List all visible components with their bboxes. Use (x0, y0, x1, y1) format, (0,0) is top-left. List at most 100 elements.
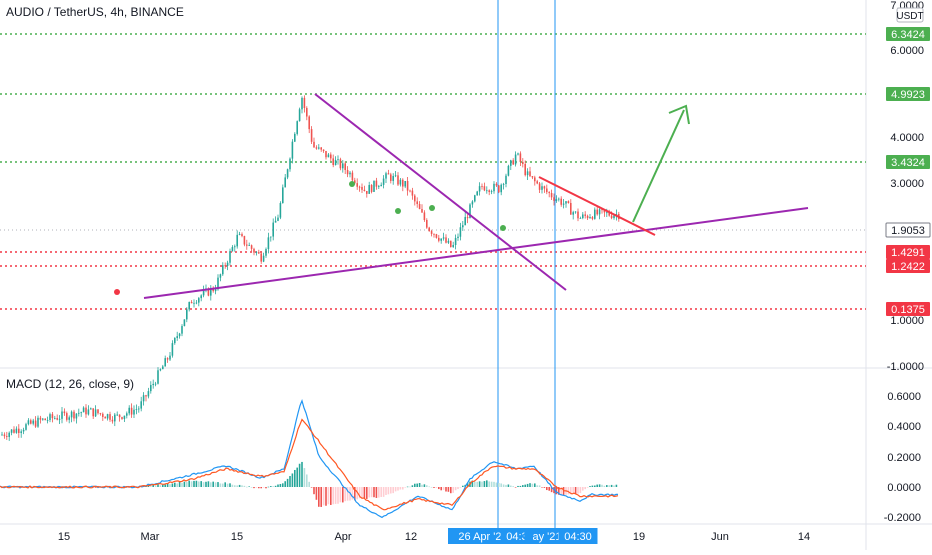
candle-body (325, 150, 327, 158)
candle-body (435, 234, 438, 238)
candle-body (332, 158, 334, 166)
candle-body (73, 411, 75, 419)
candle-body (277, 217, 279, 221)
candle-body (219, 274, 222, 278)
candle-body (313, 141, 315, 148)
candle-body (358, 186, 361, 188)
candle-body (363, 189, 366, 191)
candle-body (404, 181, 406, 187)
level-badge (886, 27, 930, 41)
currency-badge[interactable]: USDT (896, 7, 924, 23)
candle-body (80, 412, 82, 414)
candle-body (188, 302, 190, 310)
signal-line (0, 418, 619, 511)
histogram-bar (284, 481, 286, 487)
candle-body (589, 217, 591, 219)
histogram-bar (519, 485, 522, 487)
candle-body (44, 418, 46, 421)
candle-body (356, 183, 358, 187)
candle-body (30, 420, 32, 424)
candle-body (147, 391, 150, 397)
candle-body (514, 154, 517, 165)
x-tick-label: Apr (334, 531, 351, 543)
candle-body (548, 192, 550, 194)
candle-body (320, 147, 322, 150)
histogram-bar (582, 487, 584, 491)
candle-body (25, 424, 27, 430)
histogram-bar (558, 487, 560, 495)
histogram-bar (481, 481, 483, 487)
candle-body (104, 416, 106, 419)
candle-body (430, 231, 433, 234)
histogram-bar (512, 486, 514, 487)
histogram-bar (294, 469, 296, 487)
price-tick-label: 6.0000 (890, 45, 924, 57)
candle-body (190, 302, 193, 304)
histogram-bar (370, 487, 373, 498)
candle-body (387, 173, 390, 175)
candle-body (195, 302, 198, 304)
histogram-bar (298, 463, 301, 487)
candle-body (598, 209, 601, 215)
histogram-bar (226, 483, 229, 487)
candle-body (248, 245, 250, 247)
candle-body (507, 165, 510, 176)
level-label: 1.4291 (891, 247, 925, 259)
histogram-bar (399, 487, 402, 490)
candle-body (70, 411, 73, 418)
level-label: 6.3424 (891, 29, 925, 41)
candle-body (493, 183, 495, 192)
histogram-bar (550, 487, 553, 493)
histogram-bar (603, 485, 606, 487)
candle-body (392, 176, 394, 181)
candle-body (349, 172, 351, 175)
macd-tick-label: -0.2000 (884, 512, 921, 524)
candle-body (375, 180, 378, 187)
histogram-bar (409, 486, 411, 488)
candle-body (354, 180, 356, 184)
histogram-bar (8, 486, 10, 488)
x-tick-label: 26 Apr '21 (458, 531, 507, 543)
candle-body (610, 215, 613, 219)
histogram-bar (517, 485, 519, 487)
candle-body (301, 97, 303, 110)
histogram-bar (157, 484, 159, 487)
candle-body (322, 149, 325, 151)
histogram-bar (438, 487, 440, 490)
candle-body (78, 412, 80, 414)
histogram-bar (474, 481, 476, 487)
histogram-bar (147, 485, 150, 487)
chart-title: AUDIO / TetherUS, 4h, BINANCE (6, 5, 184, 19)
candle-body (18, 428, 20, 433)
histogram-bar (505, 484, 507, 487)
histogram-bar (579, 487, 582, 494)
histogram-bar (536, 485, 538, 487)
histogram-bar (495, 482, 498, 487)
candle-body (440, 238, 442, 241)
x-tick-highlight (524, 528, 570, 544)
candle-body (346, 170, 349, 175)
candle-body (370, 185, 373, 192)
candle-body (85, 407, 87, 415)
candle-body (236, 234, 238, 247)
histogram-bar (358, 487, 361, 499)
histogram-bar (361, 487, 363, 498)
candle-body (186, 309, 188, 320)
candle-body (27, 420, 30, 425)
histogram-bar (594, 485, 596, 487)
candle-body (385, 173, 387, 179)
candle-body (380, 184, 382, 187)
candle-body (406, 181, 409, 191)
histogram-bar (222, 483, 224, 487)
histogram-bar (306, 474, 308, 487)
candle-body (152, 383, 154, 386)
histogram-bar (318, 487, 320, 507)
candle-body (310, 129, 313, 142)
candle-body (258, 252, 260, 254)
candle-body (478, 186, 481, 192)
candle-body (294, 133, 296, 142)
candle-body (289, 158, 291, 170)
candle-body (82, 407, 85, 413)
candle-body (92, 408, 94, 417)
